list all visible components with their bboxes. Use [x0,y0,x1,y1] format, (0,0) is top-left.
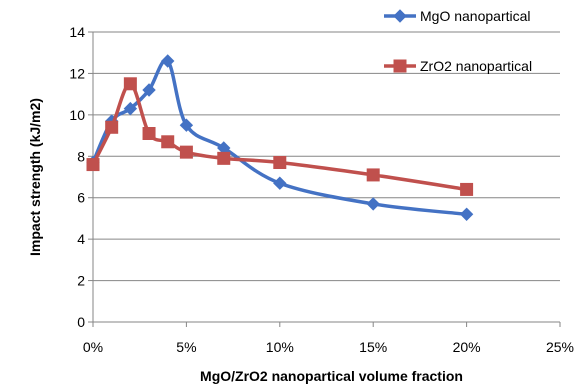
x-tick-label: 5% [176,339,196,355]
y-tick-label: 4 [77,231,85,247]
y-tick-label: 12 [69,65,85,81]
data-series [86,54,474,221]
y-axis-title: Impact strength (kJ/m2) [27,98,43,256]
data-point [142,83,156,97]
data-point [179,145,193,159]
data-point [217,151,231,165]
y-tick-label: 8 [77,148,85,164]
x-tick-label: 0% [83,339,103,355]
data-point [142,127,156,140]
series-line [91,58,467,217]
y-tick-label: 6 [77,190,85,206]
legend-label: MgO nanopartical [420,8,531,24]
data-point [105,120,119,134]
data-point [273,176,287,190]
x-tick-label: 25% [546,339,574,355]
data-point [161,135,175,149]
data-point [366,168,380,182]
legend-item-1: MgO nanopartical [384,8,531,24]
legend-swatch-marker [393,59,407,73]
x-tick-label: 10% [266,339,294,355]
data-point [179,118,194,132]
grid-lines [93,31,560,282]
data-point [123,77,137,91]
data-point [123,101,138,116]
legend-swatch-marker [393,9,407,23]
legend: MgO nanopartical ZrO2 nanopartical [384,8,532,74]
series-2 [86,77,474,196]
data-point [161,54,175,68]
legend-label: ZrO2 nanopartical [420,58,532,74]
data-point [366,197,380,211]
y-tick-label: 0 [77,314,85,330]
x-tick-label: 15% [359,339,387,355]
data-point [460,182,474,196]
y-tick-label: 10 [69,107,85,123]
legend-item-2: ZrO2 nanopartical [384,58,532,74]
y-tick-label: 14 [69,24,85,40]
data-point [273,156,287,169]
y-tick-label: 2 [77,273,85,289]
data-point [459,207,474,221]
data-point [86,158,100,172]
x-tick-label: 20% [453,339,481,355]
x-axis-title: MgO/ZrO2 nanopartical volume fraction [200,368,463,384]
axes: 0 2 4 6 8 10 12 14 0% 5% 10% 15% 20% 25% [69,24,574,355]
